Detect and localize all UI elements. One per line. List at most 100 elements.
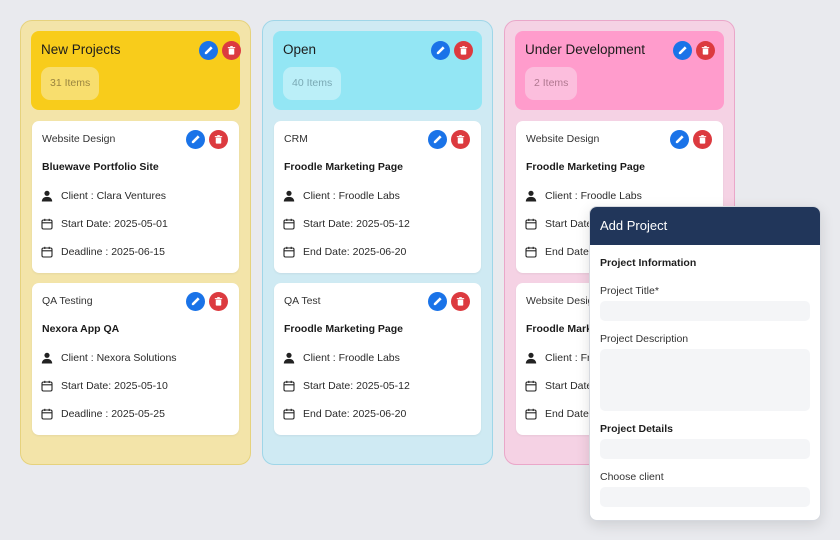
client-row: Client : Clara Ventures [41, 189, 166, 203]
client-row: Client : Froodle Labs [283, 351, 400, 365]
start-date-row: Start Date [525, 217, 592, 231]
edit-card-button[interactable] [428, 292, 447, 311]
edit-column-button[interactable] [431, 41, 450, 60]
edit-card-button[interactable] [186, 130, 205, 149]
card-title: Froodle Mark [526, 323, 592, 335]
client-row: Client : Froodle Labs [283, 189, 400, 203]
start-date-row: Start Date: 2025-05-12 [283, 379, 410, 393]
add-project-modal: Add Project Project Information Project … [589, 206, 821, 521]
card-title: Bluewave Portfolio Site [42, 161, 159, 173]
card-title: Froodle Marketing Page [526, 161, 646, 173]
edit-card-button[interactable] [186, 292, 205, 311]
client-text: Client : Nexora Solutions [61, 352, 177, 364]
edit-column-button[interactable] [673, 41, 692, 60]
column-title: Under Development [525, 42, 646, 57]
card-title: Nexora App QA [42, 323, 120, 335]
calendar-icon [283, 408, 295, 420]
project-card[interactable]: QA Test Froodle Marketing Page Client : … [274, 283, 481, 435]
calendar-icon [41, 380, 53, 392]
deadline-row: Deadline : 2025-05-25 [41, 407, 165, 421]
user-icon [283, 190, 295, 202]
client-row: Client : Fr [525, 351, 591, 365]
trash-icon [214, 297, 223, 306]
client-text: Client : Fr [545, 352, 591, 364]
project-details-input[interactable] [600, 439, 810, 459]
start-date-row: Start Date: 2025-05-12 [283, 217, 410, 231]
project-card[interactable]: Website Design Bluewave Portfolio Site C… [32, 121, 239, 273]
delete-column-button[interactable] [222, 41, 241, 60]
choose-client-select[interactable] [600, 487, 810, 507]
trash-icon [698, 135, 707, 144]
card-title: Froodle Marketing Page [284, 323, 404, 335]
column-header: New Projects 31 Items [31, 31, 241, 110]
user-icon [283, 352, 295, 364]
column-header: Under Development 2 Items [515, 31, 724, 110]
card-category: CRM [284, 133, 308, 145]
calendar-icon [41, 408, 53, 420]
card-category: Website Desig [526, 295, 594, 307]
delete-card-button[interactable] [209, 292, 228, 311]
calendar-icon [283, 246, 295, 258]
start-date-row: Start Date: 2025-05-01 [41, 217, 168, 231]
client-row: Client : Froodle Labs [525, 189, 642, 203]
project-card[interactable]: QA Testing Nexora App QA Client : Nexora… [32, 283, 239, 435]
pencil-icon [436, 46, 445, 55]
calendar-icon [283, 380, 295, 392]
edit-column-button[interactable] [199, 41, 218, 60]
delete-card-button[interactable] [451, 130, 470, 149]
item-count-badge: 40 Items [283, 67, 342, 100]
start-date-text: Start Date: 2025-05-12 [303, 380, 410, 392]
delete-card-button[interactable] [451, 292, 470, 311]
project-title-input[interactable] [600, 301, 810, 321]
calendar-icon [41, 218, 53, 230]
start-date-text: Start Date [545, 218, 593, 230]
delete-column-button[interactable] [696, 41, 715, 60]
column-new-projects: New Projects 31 Items Website Design Blu… [20, 20, 251, 465]
column-open: Open 40 Items CRM Froodle Marketing Page… [262, 20, 493, 465]
start-date-text: Start Date [545, 380, 593, 392]
pencil-icon [675, 135, 684, 144]
delete-card-button[interactable] [209, 130, 228, 149]
calendar-icon [525, 408, 537, 420]
user-icon [525, 352, 537, 364]
trash-icon [456, 297, 465, 306]
pencil-icon [678, 46, 687, 55]
card-title: Froodle Marketing Page [284, 161, 404, 173]
pencil-icon [433, 297, 442, 306]
end-date-text: End Date: 2025-06-20 [303, 246, 407, 258]
choose-client-label: Choose client [600, 471, 664, 483]
user-icon [41, 190, 53, 202]
end-date-row: End Date: 2025-06-20 [283, 407, 406, 421]
end-date-row: End Date [525, 407, 589, 421]
start-date-row: Start Date [525, 379, 592, 393]
trash-icon [459, 46, 468, 55]
client-text: Client : Froodle Labs [303, 352, 400, 364]
user-icon [41, 352, 53, 364]
start-date-text: Start Date: 2025-05-10 [61, 380, 168, 392]
card-category: QA Test [284, 295, 321, 307]
trash-icon [214, 135, 223, 144]
end-date-row: End Date: 2025-06-20 [283, 245, 406, 259]
project-card[interactable]: CRM Froodle Marketing Page Client : Froo… [274, 121, 481, 273]
deadline-row: Deadline : 2025-06-15 [41, 245, 165, 259]
user-icon [525, 190, 537, 202]
project-description-input[interactable] [600, 349, 810, 411]
calendar-icon [525, 246, 537, 258]
end-date-text: End Date [545, 246, 589, 258]
calendar-icon [283, 218, 295, 230]
project-description-label: Project Description [600, 333, 689, 345]
edit-card-button[interactable] [670, 130, 689, 149]
client-text: Client : Clara Ventures [61, 190, 167, 202]
delete-column-button[interactable] [454, 41, 473, 60]
edit-card-button[interactable] [428, 130, 447, 149]
start-date-row: Start Date: 2025-05-10 [41, 379, 168, 393]
column-header: Open 40 Items [273, 31, 482, 110]
delete-card-button[interactable] [693, 130, 712, 149]
card-category: QA Testing [42, 295, 93, 307]
column-title: Open [283, 42, 317, 57]
project-title-label: Project Title* [600, 285, 659, 297]
card-category: Website Design [42, 133, 116, 145]
pencil-icon [191, 297, 200, 306]
deadline-text: Deadline : 2025-05-25 [61, 408, 165, 420]
pencil-icon [433, 135, 442, 144]
